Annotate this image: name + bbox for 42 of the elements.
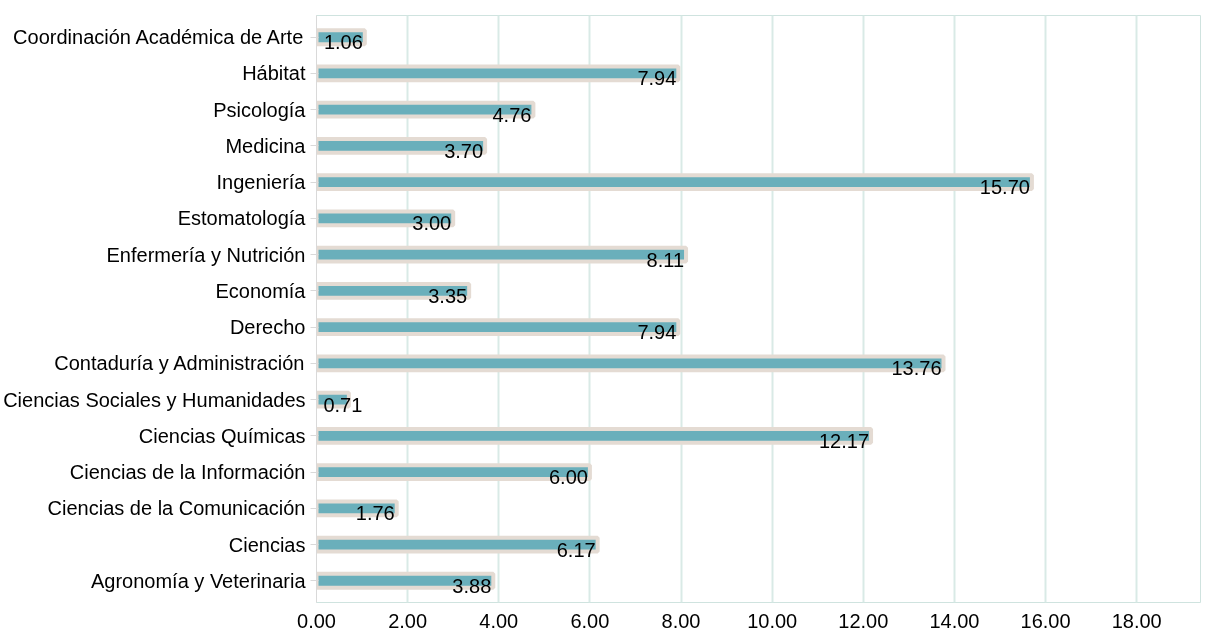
data-label: 3.35	[428, 284, 468, 307]
x-tick-label: 18.00	[1111, 609, 1162, 632]
y-tick-label: Contaduría y Administración	[54, 352, 305, 375]
x-tick-label: 6.00	[570, 609, 610, 632]
data-label: 1.76	[355, 502, 395, 525]
x-tick-label: 12.00	[838, 609, 889, 632]
y-tick-label: Psicología	[213, 98, 307, 121]
data-label: 6.00	[548, 466, 588, 489]
y-tick-label: Derecho	[229, 316, 306, 339]
x-tick-label: 16.00	[1020, 609, 1071, 632]
data-label: 8.11	[646, 248, 685, 271]
y-tick-label: Economía	[215, 279, 307, 302]
y-tick-label: Hábitat	[242, 62, 306, 85]
data-label: 3.70	[444, 139, 484, 162]
y-tick-label: Ciencias de la Información	[69, 461, 306, 484]
y-tick-label: Estomatología	[177, 207, 307, 230]
y-tick-label: Ingeniería	[216, 171, 307, 194]
y-tick-label: Medicina	[225, 134, 307, 157]
y-tick-label: Ciencias Químicas	[138, 424, 306, 447]
data-label: 12.17	[819, 429, 870, 452]
data-label: 7.94	[637, 321, 677, 344]
data-label: 7.94	[637, 67, 677, 90]
x-tick-label: 14.00	[929, 609, 980, 632]
data-label: 3.00	[412, 212, 452, 235]
data-label: 15.70	[979, 176, 1030, 199]
data-label: 3.88	[452, 574, 492, 597]
x-tick-label: 4.00	[479, 609, 519, 632]
data-label: 0.71	[323, 393, 363, 416]
x-tick-label: 8.00	[661, 609, 701, 632]
y-tick-label: Ciencias	[228, 533, 306, 556]
y-tick-label: Coordinación Académica de Arte	[13, 26, 304, 49]
x-tick-label: 0.00	[297, 609, 336, 632]
x-tick-label: 10.00	[747, 609, 798, 632]
data-label: 1.06	[323, 31, 363, 54]
y-tick-label: Agronomía y Veterinaria	[90, 569, 307, 592]
y-tick-label: Ciencias de la Comunicación	[47, 497, 306, 520]
data-label: 13.76	[891, 357, 942, 380]
data-label: 6.17	[556, 538, 596, 561]
y-tick-label: Ciencias Sociales y Humanidades	[3, 388, 306, 411]
y-tick-label: Enfermería y Nutrición	[106, 243, 306, 266]
x-tick-label: 2.00	[388, 609, 428, 632]
data-label: 4.76	[492, 103, 532, 126]
